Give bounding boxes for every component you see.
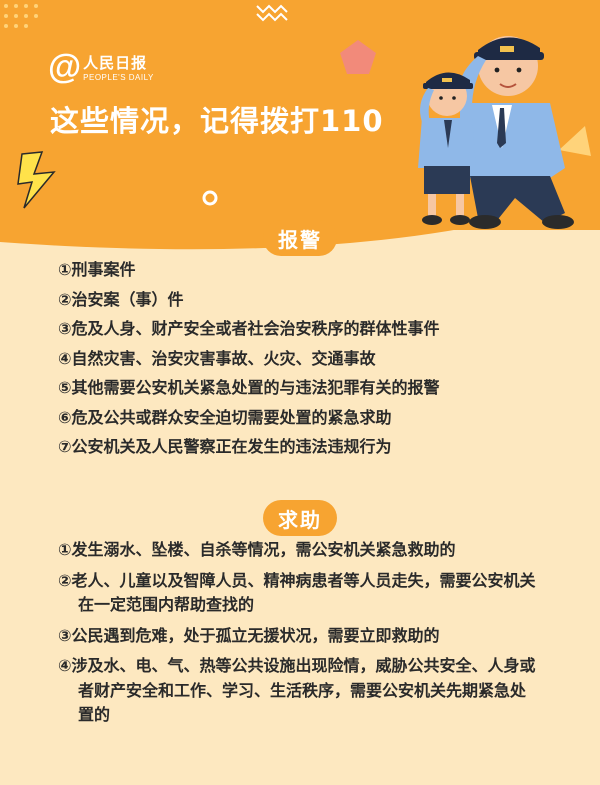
- list-item: ③危及人身、财产安全或者社会治安秩序的群体性事件: [58, 319, 440, 338]
- brand-logo: @ 人民日报 PEOPLE'S DAILY: [48, 50, 154, 84]
- list-item: ①发生溺水、坠楼、自杀等情况，需公安机关紧急救助的: [58, 540, 456, 559]
- adult-officer: [458, 36, 574, 229]
- section-title-report: 报警: [263, 220, 337, 256]
- list-item: ④涉及水、电、气、热等公共设施出现险情，威胁公共安全、人身或者财产安全和工作、学…: [58, 656, 536, 724]
- report-list: ①刑事案件 ②治安案（事）件 ③危及人身、财产安全或者社会治安秩序的群体性事件 …: [58, 258, 440, 465]
- help-list: ①发生溺水、坠楼、自杀等情况，需公安机关紧急救助的 ②老人、儿童以及智障人员、精…: [58, 538, 538, 734]
- ring-decoration: [202, 190, 218, 206]
- list-item: ⑦公安机关及人民警察正在发生的违法违规行为: [58, 437, 392, 456]
- page-title: 这些情况，记得拨打110: [50, 104, 384, 138]
- triangle-decoration: [559, 126, 591, 156]
- lightning-decoration: [17, 151, 56, 209]
- list-item: ④自然灾害、治安灾害事故、火灾、交通事故: [58, 348, 376, 368]
- list-item: ③公民遇到危难，处于孤立无援状况，需要立即救助的: [58, 625, 440, 645]
- brand-name: 人民日报: [83, 54, 148, 72]
- list-item: ⑤其他需要公安机关紧急处置的与违法犯罪有关的报警: [58, 378, 440, 397]
- at-icon: @: [48, 48, 82, 86]
- list-item: ②老人、儿童以及智障人员、精神病患者等人员走失，需要公安机关在一定范围内帮助查找…: [58, 570, 536, 615]
- section-title-help: 求助: [263, 500, 337, 536]
- list-item: ①刑事案件: [58, 260, 136, 279]
- list-item: ②治安案（事）件: [58, 289, 184, 309]
- pentagon-decoration: [340, 40, 376, 74]
- zigzag-decoration: [256, 4, 288, 22]
- child-officer: [418, 72, 476, 225]
- dot-pattern-decoration: [4, 4, 38, 28]
- list-item: ⑥危及公共或群众安全迫切需要处置的紧急求助: [58, 407, 392, 427]
- saluting-police-officers-illustration: [418, 36, 574, 229]
- brand-name-english: PEOPLE'S DAILY: [83, 73, 154, 82]
